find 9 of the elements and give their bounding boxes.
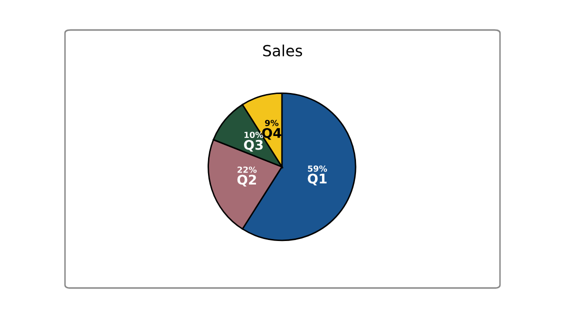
data-label: 10% <box>244 132 264 138</box>
chart-title: Sales <box>263 44 302 56</box>
data-label: 22% <box>238 166 257 173</box>
slice-label: Q1 <box>308 174 327 186</box>
slice-label: Q4 <box>262 128 282 140</box>
data-label: 9% <box>265 120 278 126</box>
slice-label: Q3 <box>244 140 263 152</box>
data-label: 59% <box>308 165 328 172</box>
slice-label: Q2 <box>237 174 256 186</box>
